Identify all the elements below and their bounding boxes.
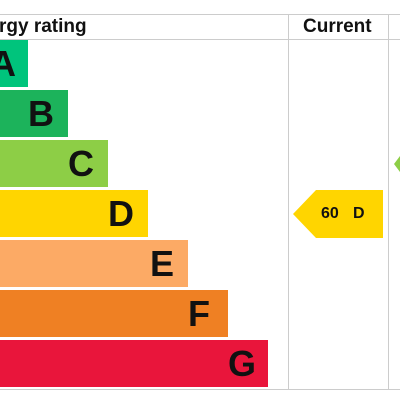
- band-bar-g: G: [0, 340, 268, 387]
- band-label-c: C: [68, 143, 94, 184]
- band-bar-e: E: [0, 240, 188, 287]
- potential-rating-pointer: [394, 156, 400, 172]
- column-divider-current: [288, 14, 289, 390]
- energy-rating-header: rgy rating: [0, 16, 87, 37]
- band-bar-b: B: [0, 90, 68, 137]
- band-label-a: A: [0, 43, 16, 84]
- band-label-e: E: [149, 243, 174, 284]
- band-bar-c: C: [0, 140, 108, 187]
- band-bar-f: F: [0, 290, 228, 337]
- column-divider-potential: [388, 14, 389, 390]
- current-rating-value: 60: [321, 205, 339, 222]
- band-label-g: G: [227, 343, 256, 384]
- band-bar-a: A: [0, 40, 28, 87]
- bottom-border: [0, 389, 400, 390]
- band-bar-d: D: [0, 190, 148, 237]
- header-divider: [0, 39, 400, 40]
- band-label-d: D: [108, 193, 134, 234]
- band-label-b: B: [28, 93, 54, 134]
- band-label-f: F: [188, 293, 210, 334]
- current-header: Current: [303, 16, 372, 37]
- current-rating-pointer: [293, 190, 383, 238]
- current-rating-band: D: [353, 205, 365, 222]
- top-border: [0, 14, 400, 15]
